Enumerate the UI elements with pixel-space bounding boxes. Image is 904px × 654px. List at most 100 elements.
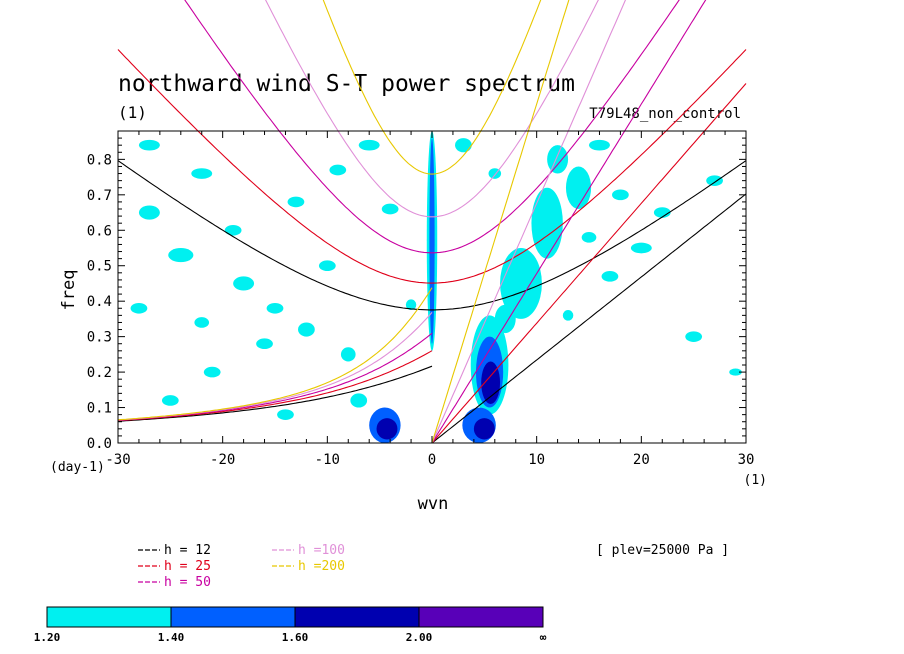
legend-label: h =200 bbox=[298, 559, 345, 574]
curve-h-25 bbox=[117, 49, 747, 444]
power-region-43 bbox=[455, 138, 472, 153]
dispersion-curves bbox=[117, 0, 747, 444]
power-region-30 bbox=[358, 139, 380, 151]
legend-label: h =100 bbox=[298, 543, 345, 558]
chart-subtitle-right: T79L48_non_control bbox=[589, 106, 741, 122]
power-region-16 bbox=[191, 168, 213, 179]
y-tick-label: 0.2 bbox=[87, 365, 112, 381]
power-region-34 bbox=[329, 164, 347, 176]
y-tick-label: 0.5 bbox=[87, 259, 112, 275]
curve-h-12-mrg bbox=[117, 365, 433, 422]
colorbar-swatch bbox=[170, 606, 296, 628]
chart-title: northward wind S-T power spectrum bbox=[118, 71, 575, 97]
power-region-6 bbox=[473, 418, 495, 440]
y-tick-label: 0.4 bbox=[87, 294, 112, 310]
power-region-33 bbox=[277, 409, 294, 420]
colorbar-label: 1.40 bbox=[158, 631, 185, 644]
curve-h-200-kelvin bbox=[431, 0, 570, 444]
power-region-23 bbox=[224, 224, 242, 236]
y-unit-label: (day-1) bbox=[50, 460, 105, 475]
x-unit-label: (1) bbox=[744, 473, 767, 488]
power-region-31 bbox=[194, 317, 210, 328]
power-region-15 bbox=[168, 248, 194, 263]
power-region-12 bbox=[547, 145, 569, 174]
power-region-14 bbox=[138, 205, 160, 220]
y-tick-label: 0.7 bbox=[87, 188, 112, 204]
x-tick-label: -20 bbox=[210, 452, 235, 468]
colorbar-swatch bbox=[294, 606, 420, 628]
power-region-20 bbox=[340, 347, 356, 362]
power-region-38 bbox=[685, 331, 703, 342]
curve-h-200 bbox=[117, 0, 570, 444]
curve-h-200-ig bbox=[322, 0, 542, 175]
colorbar: 1.20 1.40 1.60 2.00 ∞ bbox=[34, 606, 547, 644]
power-region-37 bbox=[601, 271, 619, 282]
x-tick-label: 20 bbox=[633, 452, 650, 468]
power-region-19 bbox=[298, 322, 315, 337]
x-tick-label: -30 bbox=[105, 452, 130, 468]
y-tick-label: 0.0 bbox=[87, 436, 112, 452]
chart-subtitle-left: (1) bbox=[118, 103, 147, 122]
power-region-8 bbox=[376, 418, 398, 440]
power-region-41 bbox=[729, 368, 742, 376]
x-tick-label: -10 bbox=[315, 452, 340, 468]
x-tick-label: 0 bbox=[428, 452, 436, 468]
curve-h-200-mrg bbox=[117, 287, 433, 421]
colorbar-swatch bbox=[46, 606, 172, 628]
power-region-40 bbox=[589, 139, 610, 151]
power-region-25 bbox=[138, 139, 160, 151]
y-axis-label: freq bbox=[59, 270, 79, 311]
power-region-24 bbox=[287, 196, 305, 208]
legend-label: h = 50 bbox=[164, 575, 211, 590]
colorbar-label: ∞ bbox=[540, 631, 547, 644]
power-region-1 bbox=[429, 138, 435, 344]
colorbar-label: 1.20 bbox=[34, 631, 61, 644]
power-region-18 bbox=[266, 302, 284, 314]
power-region-10 bbox=[531, 187, 563, 259]
curve-h-100-kelvin bbox=[431, 0, 627, 444]
legend-item: h =100 bbox=[272, 543, 345, 558]
power-region-26 bbox=[256, 338, 273, 350]
legend-item: h = 25 bbox=[138, 559, 211, 574]
power-region-46 bbox=[581, 232, 597, 243]
power-region-29 bbox=[381, 203, 399, 215]
power-region-36 bbox=[653, 207, 671, 218]
power-region-45 bbox=[405, 299, 417, 311]
y-tick-label: 0.1 bbox=[87, 401, 112, 417]
power-region-35 bbox=[630, 242, 652, 254]
y-tick-label: 0.8 bbox=[87, 152, 112, 168]
legend-label: h = 25 bbox=[164, 559, 211, 574]
curve-h-25-kelvin bbox=[431, 83, 747, 444]
colorbar-label: 2.00 bbox=[406, 631, 433, 644]
power-region-22 bbox=[130, 302, 148, 314]
power-contours bbox=[130, 131, 742, 443]
curve-h-12-kelvin bbox=[431, 193, 747, 444]
legend-label: h = 12 bbox=[164, 543, 211, 558]
power-region-39 bbox=[706, 175, 723, 186]
legend-item: h = 50 bbox=[138, 575, 211, 590]
curve-h-25-ig bbox=[117, 49, 747, 284]
curve-h-25-mrg bbox=[117, 350, 433, 422]
curve-h-50-ig bbox=[184, 0, 680, 254]
curve-h-100-ig bbox=[265, 0, 599, 218]
y-tick-label: 0.3 bbox=[87, 330, 112, 346]
power-region-28 bbox=[318, 260, 336, 272]
power-region-13 bbox=[494, 304, 516, 334]
annotation-plev: [ plev=25000 Pa ] bbox=[596, 543, 729, 558]
legend-item: h = 12 bbox=[138, 543, 211, 558]
x-tick-label: 30 bbox=[738, 452, 755, 468]
power-region-17 bbox=[233, 276, 255, 291]
x-tick-label: 10 bbox=[528, 452, 545, 468]
power-region-11 bbox=[565, 166, 592, 210]
legend-item: h =200 bbox=[272, 559, 345, 574]
curve-h-50-kelvin bbox=[431, 0, 707, 444]
curve-h-12-ig bbox=[117, 160, 747, 311]
colorbar-label: 1.60 bbox=[282, 631, 309, 644]
colorbar-swatch bbox=[418, 606, 544, 628]
curve-h-12 bbox=[117, 160, 747, 444]
x-axis-label: wvn bbox=[418, 494, 449, 514]
power-region-21 bbox=[350, 393, 368, 408]
power-region-47 bbox=[562, 310, 574, 321]
